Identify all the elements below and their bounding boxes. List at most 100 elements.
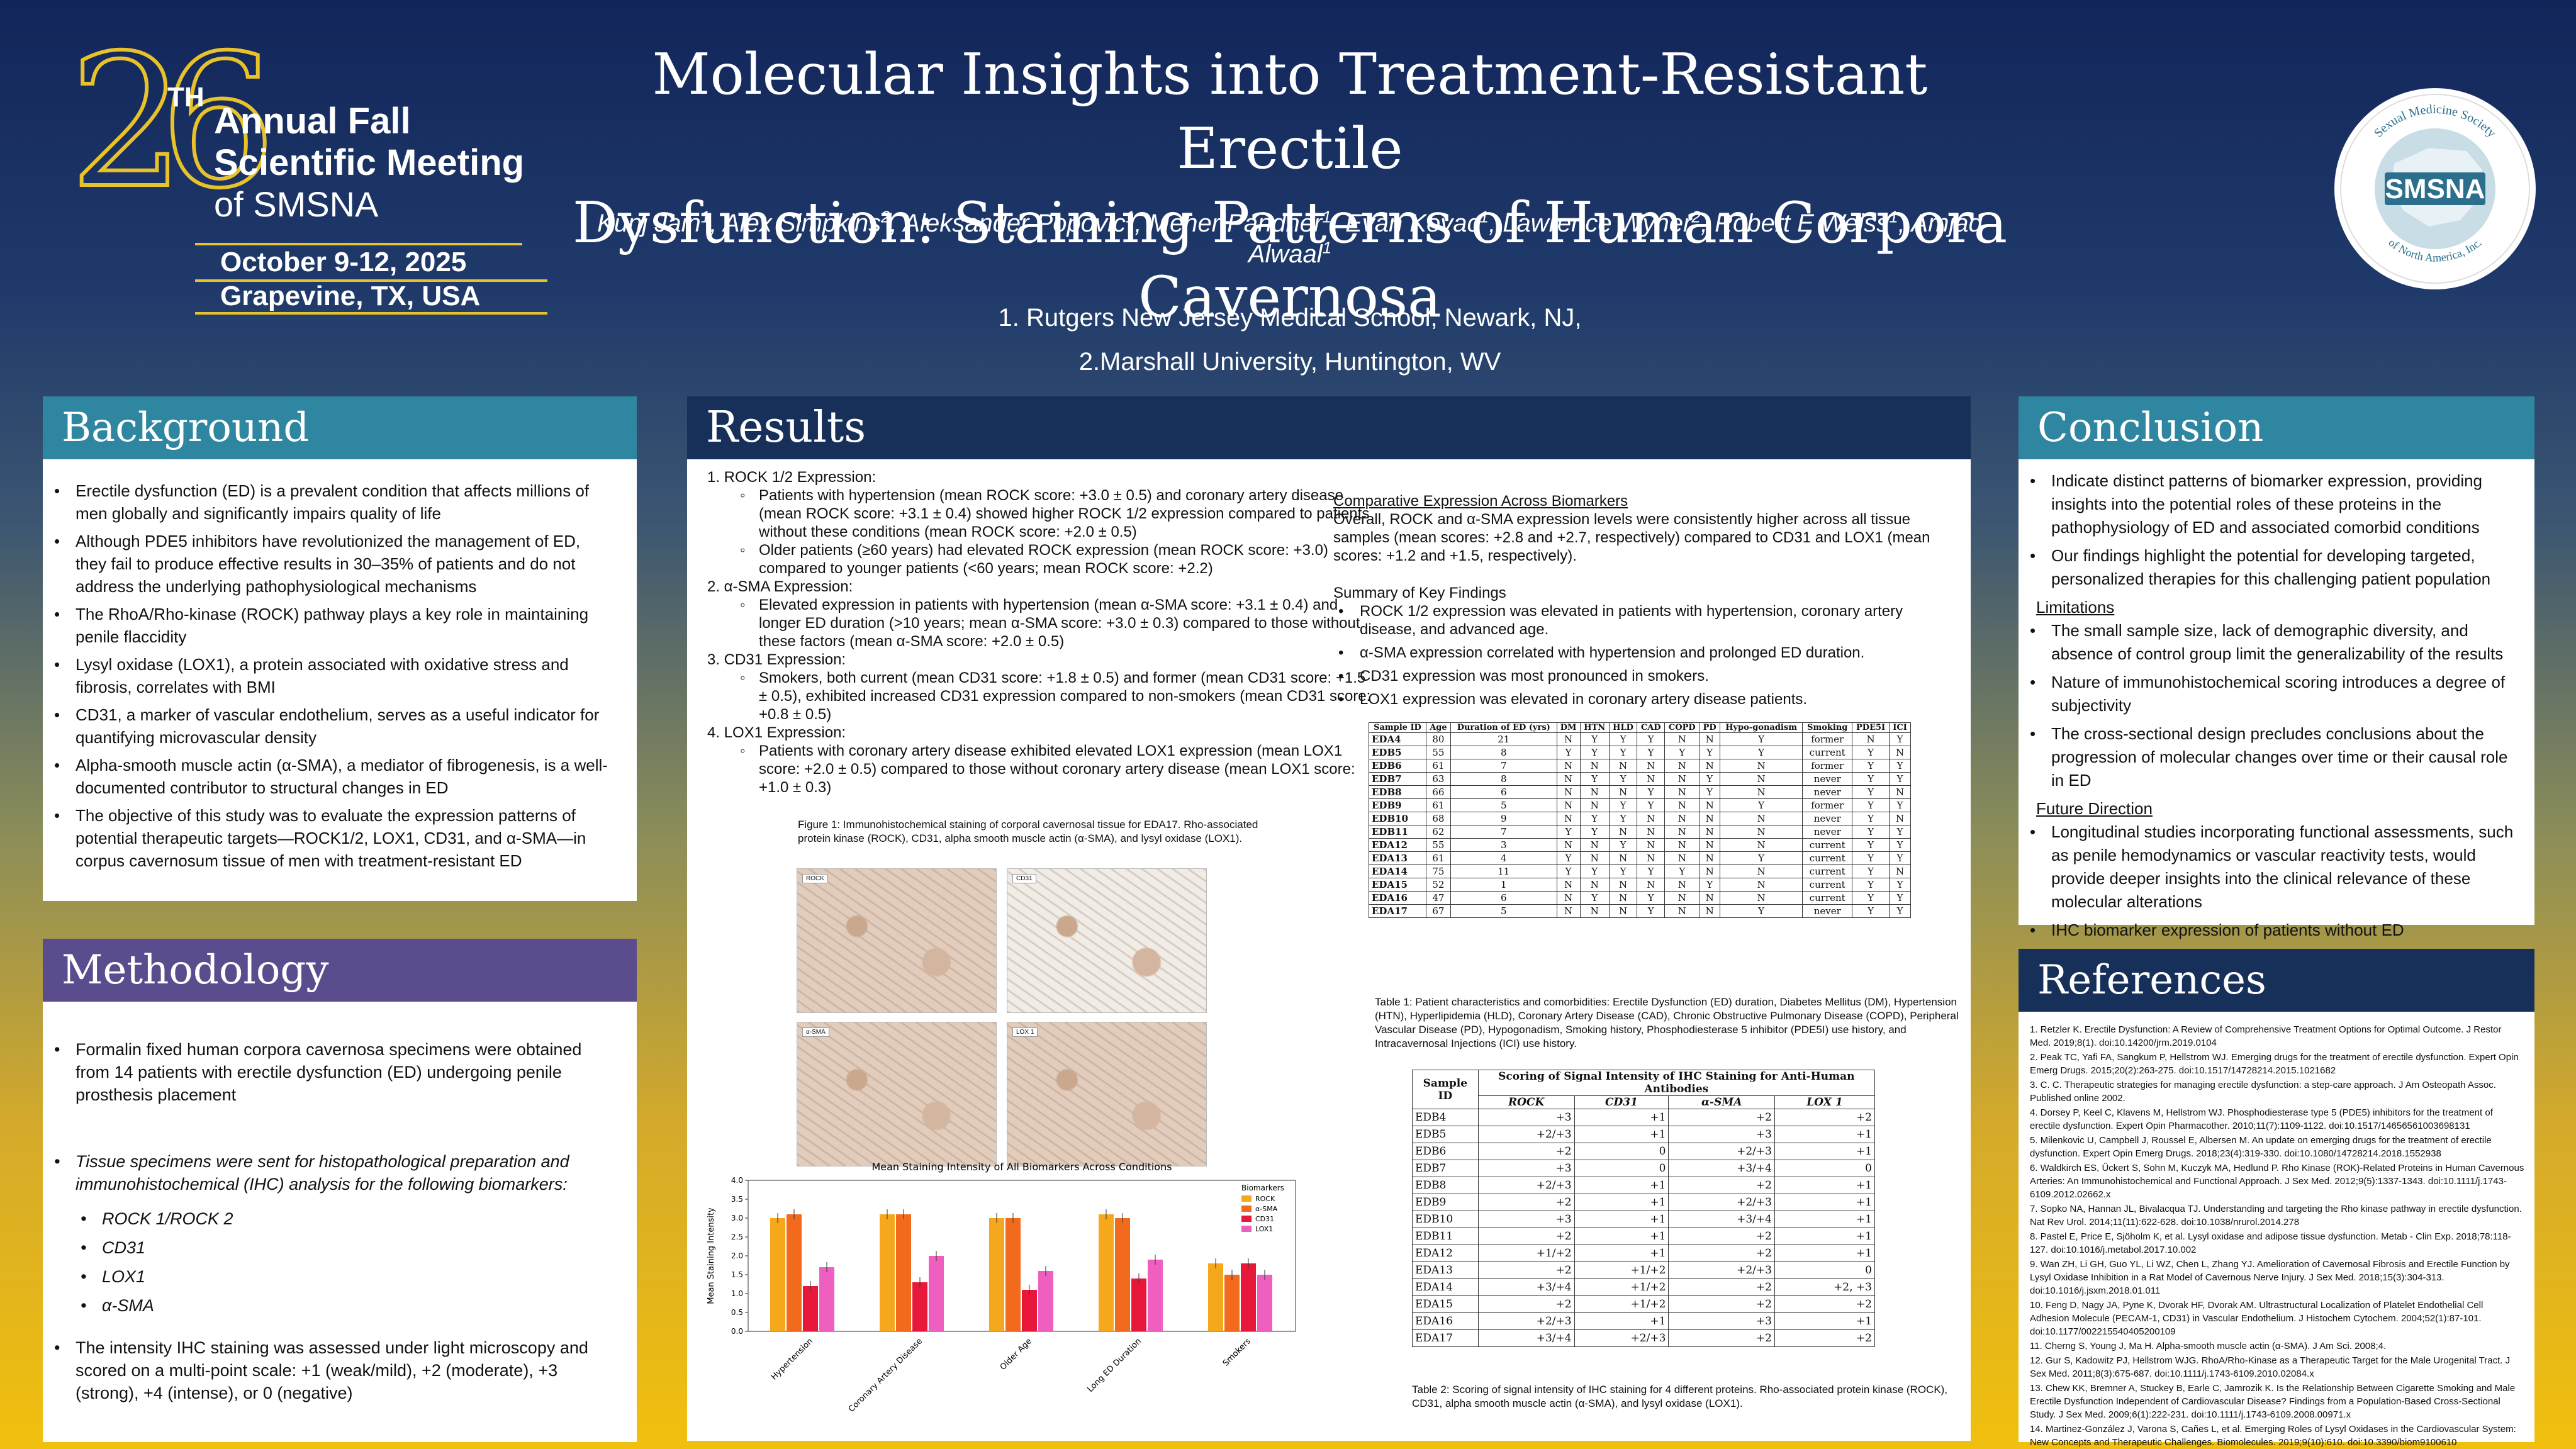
reference-item: 13. Chew KK, Bremner A, Stuckey B, Earle… bbox=[2030, 1383, 2516, 1420]
table-cell: N bbox=[1664, 904, 1700, 918]
table-cell: 1 bbox=[1450, 878, 1557, 892]
x-tick-label: Hypertension bbox=[770, 1336, 815, 1382]
micrograph-panel: α-SMA bbox=[797, 1022, 997, 1166]
bar bbox=[989, 1218, 1004, 1331]
table-cell: N bbox=[1579, 785, 1610, 799]
table-cell: N bbox=[1699, 798, 1720, 812]
limitation-item: Nature of immunohistochemical scoring in… bbox=[2025, 671, 2522, 717]
micrograph-panel: LOX 1 bbox=[1007, 1022, 1207, 1166]
table-cell: Y bbox=[1852, 851, 1890, 865]
table-cell: +2 bbox=[1774, 1295, 1876, 1313]
table-cell: N bbox=[1664, 812, 1700, 825]
table-cell: Y bbox=[1579, 772, 1610, 786]
table-cell: Y bbox=[1579, 812, 1610, 825]
micrograph-label: α-SMA bbox=[802, 1027, 829, 1037]
x-tick-label: Long ED Duration bbox=[1086, 1336, 1144, 1394]
table-cell: never bbox=[1802, 825, 1853, 839]
table-cell: former bbox=[1802, 732, 1853, 746]
reference-item: 11. Cherng S, Young J, Ma H. Alpha-smoot… bbox=[2030, 1341, 2387, 1351]
table-cell: N bbox=[1699, 864, 1720, 878]
table-cell: Y bbox=[1889, 904, 1911, 918]
logo-rule bbox=[195, 312, 547, 315]
future-list: Longitudinal studies incorporating funct… bbox=[2025, 820, 2522, 942]
reference-item: 5. Milenkovic U, Campbell J, Roussel E, … bbox=[2030, 1135, 2492, 1159]
table-cell: EDB10 bbox=[1412, 1211, 1479, 1228]
table-cell: N bbox=[1637, 772, 1666, 786]
table-cell: Y bbox=[1889, 878, 1911, 892]
title-line: Dysfunction: Staining Patterns of Human … bbox=[572, 190, 2008, 330]
seal-name: SMSNA bbox=[2385, 174, 2485, 204]
table-cell: Y bbox=[1664, 746, 1700, 759]
table-cell: +1 bbox=[1774, 1143, 1876, 1160]
limitation-item: The small sample size, lack of demograph… bbox=[2025, 619, 2522, 666]
table-cell: N bbox=[1719, 878, 1803, 892]
bar bbox=[896, 1214, 911, 1331]
table-cell: N bbox=[1608, 785, 1638, 799]
table-cell: +1 bbox=[1574, 1245, 1669, 1262]
reference-item: 8. Pastel E, Price E, Sjöholm K, et al. … bbox=[2030, 1231, 2511, 1255]
table-header-row: ROCK CD31 α-SMA LOX 1 bbox=[1413, 1095, 1876, 1109]
table-cell: Y bbox=[1852, 891, 1890, 905]
table-cell: N bbox=[1699, 891, 1720, 905]
bar bbox=[787, 1214, 802, 1331]
bar bbox=[880, 1214, 895, 1331]
table-header-row: Sample ID Scoring of Signal Intensity of … bbox=[1412, 1070, 1876, 1109]
table-cell: Y bbox=[1579, 891, 1610, 905]
legend-swatch bbox=[1241, 1226, 1252, 1232]
table-cell: Y bbox=[1719, 798, 1803, 812]
table-cell: +3 bbox=[1668, 1312, 1775, 1330]
author-affil: 1 bbox=[1322, 238, 1332, 257]
table-cell: N bbox=[1719, 825, 1803, 839]
table-row: EDB8 +2/+3 +1 +2 +1 bbox=[1412, 1177, 1876, 1194]
table-cell: Y bbox=[1852, 772, 1890, 786]
table-cell: N bbox=[1556, 772, 1581, 786]
table-cell: Y bbox=[1719, 732, 1803, 746]
table-cell: N bbox=[1608, 851, 1638, 865]
background-item: CD31, a marker of vascular endothelium, … bbox=[49, 703, 615, 749]
table-cell: N bbox=[1889, 746, 1911, 759]
table-cell: N bbox=[1608, 825, 1638, 839]
table-cell: EDB6 bbox=[1412, 1143, 1479, 1160]
table-cell: N bbox=[1719, 864, 1803, 878]
table-row: EDB6 +2 0 +2/+3 +1 bbox=[1412, 1143, 1876, 1160]
table-cell: +1 bbox=[1774, 1126, 1876, 1143]
table-cell: N bbox=[1719, 759, 1803, 773]
table-cell: N bbox=[1664, 785, 1700, 799]
results-sections: 1. ROCK 1/2 Expression:Patients with hyp… bbox=[701, 468, 1374, 797]
table-cell: N bbox=[1664, 732, 1700, 746]
bar bbox=[803, 1286, 818, 1331]
table-cell: +2/+3 bbox=[1668, 1194, 1775, 1211]
micrograph-label: CD31 bbox=[1012, 874, 1036, 883]
future-item: Longitudinal studies incorporating funct… bbox=[2025, 820, 2522, 914]
results-section-title: 4. LOX1 Expression: bbox=[707, 724, 846, 741]
table-cell: Y bbox=[1556, 864, 1581, 878]
table-header-cell: DM bbox=[1556, 722, 1581, 733]
table-header-cell: COPD bbox=[1664, 722, 1700, 733]
biomarker-item: α-SMA bbox=[76, 1294, 615, 1318]
table-header-row: Sample ID Age Duration of ED (yrs) DM HTN HLD… bbox=[1369, 722, 1911, 733]
ihc-score-table: Sample ID Scoring of Signal Intensity of … bbox=[1412, 1070, 1876, 1347]
legend-swatch bbox=[1241, 1195, 1252, 1202]
meeting-logo: 26 TH Annual Fall Scientific Meeting of … bbox=[57, 30, 547, 315]
table-cell: EDB5 bbox=[1369, 746, 1426, 759]
table-cell: Y bbox=[1889, 851, 1911, 865]
table-cell: +3 bbox=[1477, 1211, 1575, 1228]
staining-chart-svg: Mean Staining Intensity of All Biomarker… bbox=[707, 1161, 1296, 1414]
table-cell: Y bbox=[1608, 732, 1638, 746]
bar bbox=[912, 1282, 927, 1331]
y-tick-label: 2.5 bbox=[731, 1233, 743, 1241]
table-cell: Y bbox=[1637, 746, 1666, 759]
table-cell: N bbox=[1556, 785, 1581, 799]
table-row: EDB9 +2 +1 +2/+3 +1 bbox=[1412, 1194, 1876, 1211]
table-cell: EDB7 bbox=[1412, 1160, 1479, 1177]
reference-item: 2. Peak TC, Yafi FA, Sangkum P, Hellstro… bbox=[2030, 1052, 2519, 1076]
table-cell: +2/+3 bbox=[1477, 1126, 1575, 1143]
table-cell: +1/+2 bbox=[1477, 1245, 1575, 1262]
table-cell: N bbox=[1889, 864, 1911, 878]
table-cell: Y bbox=[1664, 864, 1700, 878]
reference-item: 3. C. C. Therapeutic strategies for mana… bbox=[2030, 1080, 2496, 1104]
table-cell: Y bbox=[1608, 798, 1638, 812]
affiliation: 2.Marshall University, Huntington, WV bbox=[1078, 348, 1501, 376]
table-cell: Y bbox=[1637, 904, 1666, 918]
logo-th: TH bbox=[167, 82, 204, 113]
